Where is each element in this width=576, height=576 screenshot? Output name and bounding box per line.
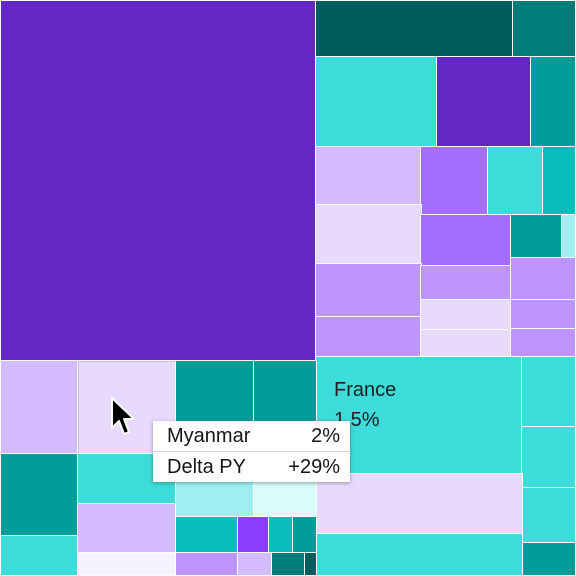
treemap-tile[interactable] <box>521 426 576 489</box>
treemap-tile[interactable] <box>315 316 422 358</box>
treemap-tile[interactable] <box>253 360 317 430</box>
treemap-tile[interactable] <box>521 487 576 544</box>
treemap-tile[interactable] <box>487 146 544 216</box>
treemap-tile[interactable] <box>510 257 576 301</box>
treemap-tile[interactable] <box>512 0 576 58</box>
tooltip-row-name: Myanmar 2% <box>153 421 350 451</box>
treemap-tile[interactable] <box>315 0 514 58</box>
treemap-tile[interactable] <box>0 360 79 455</box>
treemap-tile[interactable] <box>237 516 270 554</box>
treemap-tile[interactable] <box>0 535 79 576</box>
mouse-cursor-icon <box>111 397 135 435</box>
treemap-tile[interactable] <box>175 516 239 554</box>
treemap-tile[interactable] <box>542 146 576 216</box>
tooltip-label: Delta PY <box>167 455 246 478</box>
treemap-tile[interactable] <box>304 552 317 576</box>
treemap-tile[interactable] <box>0 0 317 362</box>
treemap-tile[interactable] <box>420 146 489 216</box>
treemap-tile[interactable] <box>271 552 306 576</box>
treemap-tile[interactable] <box>315 473 523 535</box>
treemap-tile[interactable] <box>175 360 255 430</box>
treemap-tile[interactable] <box>315 263 422 318</box>
treemap-tile[interactable] <box>77 503 177 554</box>
treemap-tile[interactable] <box>510 328 576 358</box>
treemap-tile[interactable] <box>436 56 532 148</box>
tooltip-value: 2% <box>311 424 340 447</box>
treemap-tile[interactable] <box>315 533 523 576</box>
treemap-tile[interactable] <box>175 552 239 576</box>
tooltip-row-delta: Delta PY +29% <box>153 451 350 482</box>
treemap-tile[interactable] <box>561 214 576 259</box>
tooltip: Myanmar 2% Delta PY +29% <box>153 421 350 482</box>
treemap-tile[interactable] <box>315 146 422 206</box>
treemap-tile[interactable] <box>530 56 576 148</box>
treemap-tile[interactable] <box>77 552 177 576</box>
treemap-tile[interactable] <box>268 516 294 554</box>
treemap-tile[interactable] <box>521 356 576 428</box>
treemap-tile[interactable] <box>237 552 273 576</box>
treemap-tile[interactable] <box>315 204 422 265</box>
treemap-tile[interactable] <box>315 56 438 148</box>
treemap-tile[interactable] <box>510 214 563 259</box>
treemap-tile[interactable] <box>420 214 512 267</box>
tile-name: France <box>334 379 397 401</box>
tooltip-value: +29% <box>288 455 340 478</box>
treemap-tile[interactable] <box>420 299 512 331</box>
treemap-tile[interactable] <box>0 453 79 537</box>
treemap-tile[interactable] <box>420 329 512 358</box>
treemap-tile[interactable] <box>420 265 512 301</box>
tooltip-label: Myanmar <box>167 424 251 447</box>
treemap-tile[interactable] <box>292 516 317 554</box>
treemap-tile[interactable] <box>510 299 576 330</box>
treemap-tile[interactable] <box>521 542 576 576</box>
